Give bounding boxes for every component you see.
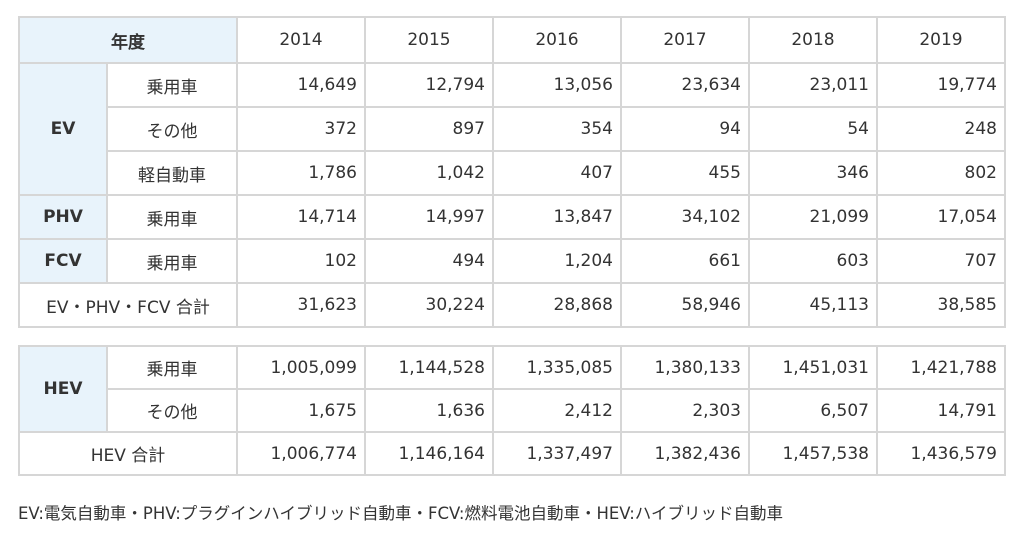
total-row: HEV 合計 1,006,774 1,146,164 1,337,497 1,3… [18, 431, 1006, 476]
row-label: その他 [106, 388, 238, 433]
total-label: HEV 合計 [18, 431, 238, 476]
value-cell: 407 [492, 150, 622, 196]
year-cell: 2019 [876, 16, 1006, 64]
value-cell: 1,457,538 [748, 431, 878, 476]
value-cell: 13,056 [492, 62, 622, 108]
year-cell: 2018 [748, 16, 878, 64]
value-cell: 45,113 [748, 282, 878, 328]
value-cell: 12,794 [364, 62, 494, 108]
table-row: FCV 乗用車 102 494 1,204 661 603 707 [18, 238, 1006, 284]
value-cell: 707 [876, 238, 1006, 284]
table-row: PHV 乗用車 14,714 14,997 13,847 34,102 21,0… [18, 194, 1006, 240]
value-cell: 58,946 [620, 282, 750, 328]
value-cell: 28,868 [492, 282, 622, 328]
value-cell: 1,204 [492, 238, 622, 284]
year-cell: 2016 [492, 16, 622, 64]
value-cell: 1,146,164 [364, 431, 494, 476]
value-cell: 14,714 [236, 194, 366, 240]
value-cell: 1,451,031 [748, 345, 878, 390]
value-cell: 38,585 [876, 282, 1006, 328]
value-cell: 897 [364, 106, 494, 152]
value-cell: 1,636 [364, 388, 494, 433]
value-cell: 1,006,774 [236, 431, 366, 476]
table-row: HEV 乗用車 1,005,099 1,144,528 1,335,085 1,… [18, 345, 1006, 433]
table-row: EV 乗用車 14,649 12,794 13,056 23,634 23,01… [18, 62, 1006, 196]
footnote: EV:電気自動車・PHV:プラグインハイブリッド自動車・FCV:燃料電池自動車・… [18, 504, 783, 523]
group-label-ev: EV [18, 62, 108, 196]
value-cell: 23,011 [748, 62, 878, 108]
value-cell: 54 [748, 106, 878, 152]
row-label: 乗用車 [106, 62, 238, 108]
value-cell: 21,099 [748, 194, 878, 240]
table-row: その他 372 897 354 94 54 248 [19, 106, 1006, 152]
value-cell: 1,335,085 [492, 345, 622, 390]
value-cell: 372 [236, 106, 366, 152]
row-label: 乗用車 [106, 238, 238, 284]
value-cell: 1,436,579 [876, 431, 1006, 476]
value-cell: 1,786 [236, 150, 366, 196]
year-cell: 2017 [620, 16, 750, 64]
value-cell: 1,380,133 [620, 345, 750, 390]
group-label-fcv: FCV [18, 238, 108, 284]
value-cell: 1,005,099 [236, 345, 366, 390]
value-cell: 14,997 [364, 194, 494, 240]
year-cell: 2014 [236, 16, 366, 64]
value-cell: 354 [492, 106, 622, 152]
value-cell: 1,042 [364, 150, 494, 196]
year-cell: 2015 [364, 16, 494, 64]
hev-table: HEV 乗用車 1,005,099 1,144,528 1,335,085 1,… [18, 345, 1006, 476]
value-cell: 1,675 [236, 388, 366, 433]
value-cell: 14,649 [236, 62, 366, 108]
total-label: EV・PHV・FCV 合計 [18, 282, 238, 328]
row-label: その他 [106, 106, 238, 152]
table-row: 軽自動車 1,786 1,042 407 455 346 802 [19, 150, 1006, 196]
table-row: その他 1,675 1,636 2,412 2,303 6,507 14,791 [19, 388, 1006, 433]
group-label-phv: PHV [18, 194, 108, 240]
value-cell: 14,791 [876, 388, 1006, 433]
value-cell: 17,054 [876, 194, 1006, 240]
value-cell: 2,412 [492, 388, 622, 433]
row-label: 軽自動車 [106, 150, 238, 196]
value-cell: 248 [876, 106, 1006, 152]
group-label-hev: HEV [18, 345, 108, 433]
value-cell: 102 [236, 238, 366, 284]
value-cell: 13,847 [492, 194, 622, 240]
total-row: EV・PHV・FCV 合計 31,623 30,224 28,868 58,94… [18, 282, 1006, 328]
value-cell: 455 [620, 150, 750, 196]
value-cell: 661 [620, 238, 750, 284]
value-cell: 34,102 [620, 194, 750, 240]
row-label: 乗用車 [106, 194, 238, 240]
value-cell: 6,507 [748, 388, 878, 433]
value-cell: 30,224 [364, 282, 494, 328]
header-row: 年度 2014 2015 2016 2017 2018 2019 [18, 16, 1006, 64]
value-cell: 1,337,497 [492, 431, 622, 476]
value-cell: 31,623 [236, 282, 366, 328]
value-cell: 1,421,788 [876, 345, 1006, 390]
value-cell: 23,634 [620, 62, 750, 108]
value-cell: 802 [876, 150, 1006, 196]
value-cell: 494 [364, 238, 494, 284]
value-cell: 19,774 [876, 62, 1006, 108]
value-cell: 603 [748, 238, 878, 284]
value-cell: 94 [620, 106, 750, 152]
row-label: 乗用車 [106, 345, 238, 390]
year-header: 年度 [18, 16, 238, 64]
value-cell: 2,303 [620, 388, 750, 433]
ev-phv-fcv-table: 年度 2014 2015 2016 2017 2018 2019 EV 乗用車 … [18, 16, 1006, 328]
value-cell: 346 [748, 150, 878, 196]
value-cell: 1,382,436 [620, 431, 750, 476]
value-cell: 1,144,528 [364, 345, 494, 390]
